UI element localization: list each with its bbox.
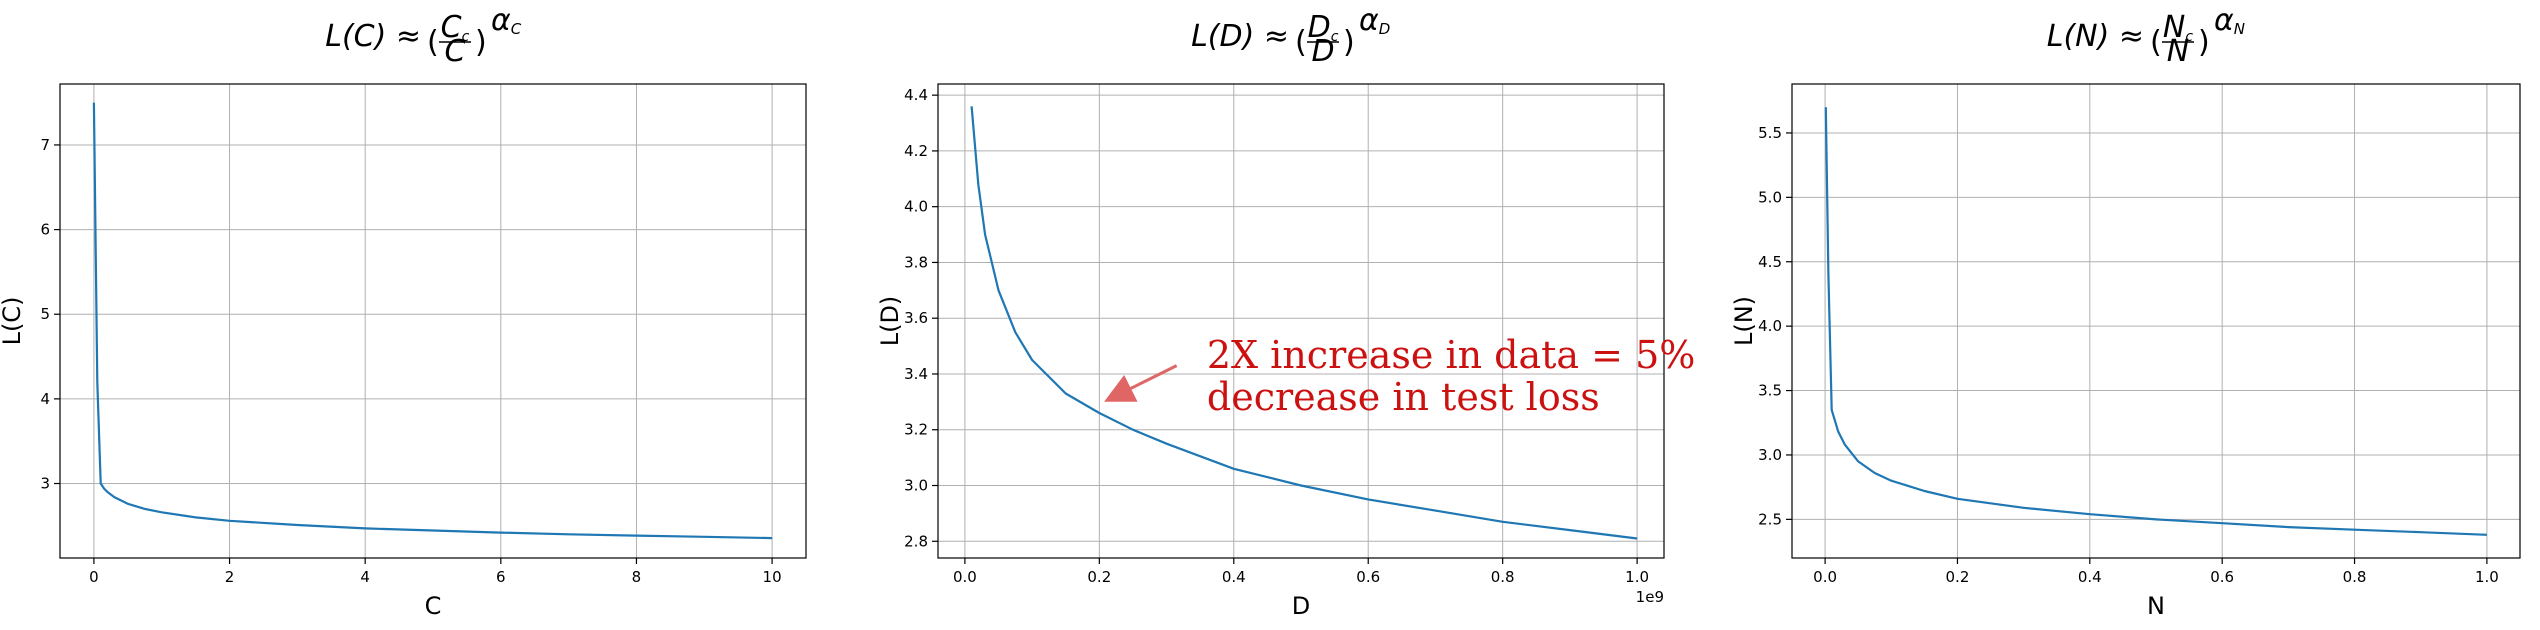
x-tick-label: 8 xyxy=(632,568,642,586)
title-paren-right: ) xyxy=(475,25,487,60)
x-tick-label: 0.8 xyxy=(2343,568,2367,586)
title-exponent: αN xyxy=(2214,3,2245,38)
x-tick-label: 2 xyxy=(225,568,235,586)
title-exponent-subscript: C xyxy=(511,20,522,38)
y-tick-label: 3.6 xyxy=(904,309,928,327)
chart-title: L(N) ≈(NcN)αN xyxy=(2047,3,2245,69)
axes-frame xyxy=(59,83,807,559)
x-tick-label: 0.0 xyxy=(953,568,977,586)
x-tick-label: 6 xyxy=(496,568,506,586)
y-tick-label: 4.4 xyxy=(904,86,928,104)
annotation-text-line-2: decrease in test loss xyxy=(1207,375,1600,419)
title-paren-right: ) xyxy=(1343,25,1355,60)
title-exponent: αC xyxy=(491,3,522,38)
annotation-arrow xyxy=(1104,364,1178,402)
y-tick-label: 4.2 xyxy=(904,142,928,160)
chart-title: L(D) ≈(DcD)αD xyxy=(1191,3,1390,69)
y-tick-label: 5.0 xyxy=(1758,188,1782,206)
axes-frame xyxy=(937,83,1665,559)
y-tick-label: 4.0 xyxy=(904,198,928,216)
y-tick-label: 3.8 xyxy=(904,253,928,271)
title-lhs: L(D) ≈ xyxy=(1191,19,1289,54)
x-tick-label: 0 xyxy=(89,568,99,586)
title-numerator-subscript: c xyxy=(1331,29,1339,45)
y-tick-label: 4 xyxy=(40,390,50,408)
series-line-1 xyxy=(1824,107,2487,536)
y-tick-label: 3.0 xyxy=(904,477,928,495)
y-tick-label: 2.5 xyxy=(1758,510,1782,528)
x-tick-label: 4 xyxy=(360,568,370,586)
title-paren-left: ( xyxy=(1295,25,1307,60)
x-tick-label: 1.0 xyxy=(2475,568,2499,586)
y-axis-label: L(N) xyxy=(1730,296,1758,346)
y-tick-label: 3 xyxy=(40,475,50,493)
title-exponent: αD xyxy=(1359,3,1390,38)
title-paren-right: ) xyxy=(2198,25,2210,60)
x-tick-label: 0.0 xyxy=(1813,568,1837,586)
x-tick-label: 10 xyxy=(763,568,782,586)
y-tick-label: 2.8 xyxy=(904,532,928,550)
title-numerator-subscript: c xyxy=(2185,29,2193,45)
title-exponent-subscript: D xyxy=(1379,20,1391,38)
y-tick-label: 3.4 xyxy=(904,365,928,383)
x-axis-label: N xyxy=(2147,592,2165,620)
x-tick-label: 0.4 xyxy=(2078,568,2102,586)
y-tick-label: 4.5 xyxy=(1758,253,1782,271)
y-axis-label: L(D) xyxy=(876,296,904,347)
title-numerator-subscript: c xyxy=(462,29,470,45)
x-tick-label: 0.6 xyxy=(2210,568,2234,586)
y-tick-label: 7 xyxy=(40,136,50,154)
series-line-1 xyxy=(970,106,1638,540)
chart-panel-3: 0.0 0.2 0.4 0.6 0.8 1.0 2.5 3.0 3.5 4.0 4.5 5.0 5.5 N… xyxy=(1730,3,2521,620)
title-paren-left: ( xyxy=(2150,25,2162,60)
y-tick-label: 4.0 xyxy=(1758,317,1782,335)
x-axis-label: D xyxy=(1292,592,1310,620)
chart-panel-2: 0.0 0.2 0.4 0.6 0.8 1.0 2.8 3.0 3.2 3.4 3.6 3.8 4.0 4… xyxy=(876,3,1695,620)
x-offset-text: 1e9 xyxy=(1636,588,1664,606)
y-tick-label: 6 xyxy=(40,221,50,239)
x-tick-label: 0.2 xyxy=(1946,568,1970,586)
x-tick-label: 1.0 xyxy=(1625,568,1649,586)
x-tick-label: 0.8 xyxy=(1491,568,1515,586)
x-tick-label: 0.6 xyxy=(1356,568,1380,586)
y-tick-label: 5 xyxy=(40,305,50,323)
title-fraction-denominator: N xyxy=(2167,34,2189,69)
y-tick-label: 3.2 xyxy=(904,421,928,439)
x-tick-label: 0.4 xyxy=(1222,568,1246,586)
y-tick-label: 5.5 xyxy=(1758,124,1782,142)
axes-frame xyxy=(1791,83,2521,559)
title-lhs: L(N) ≈ xyxy=(2047,19,2144,54)
chart-title: L(C) ≈(CcC)αC xyxy=(325,3,522,69)
y-tick-label: 3.0 xyxy=(1758,446,1782,464)
title-fraction-denominator: C xyxy=(445,34,466,69)
y-tick-label: 3.5 xyxy=(1758,382,1782,400)
series-line-1 xyxy=(92,102,773,540)
title-fraction-denominator: D xyxy=(1311,34,1334,69)
x-axis-label: C xyxy=(425,592,442,620)
annotation: 2X increase in data = 5%decrease in test… xyxy=(1104,333,1696,419)
title-paren-left: ( xyxy=(427,25,439,60)
x-tick-label: 0.2 xyxy=(1087,568,1111,586)
title-lhs: L(C) ≈ xyxy=(325,19,421,54)
y-axis-label: L(C) xyxy=(0,297,26,346)
title-exponent-subscript: N xyxy=(2234,20,2245,38)
annotation-text-line-1: 2X increase in data = 5% xyxy=(1207,333,1696,377)
